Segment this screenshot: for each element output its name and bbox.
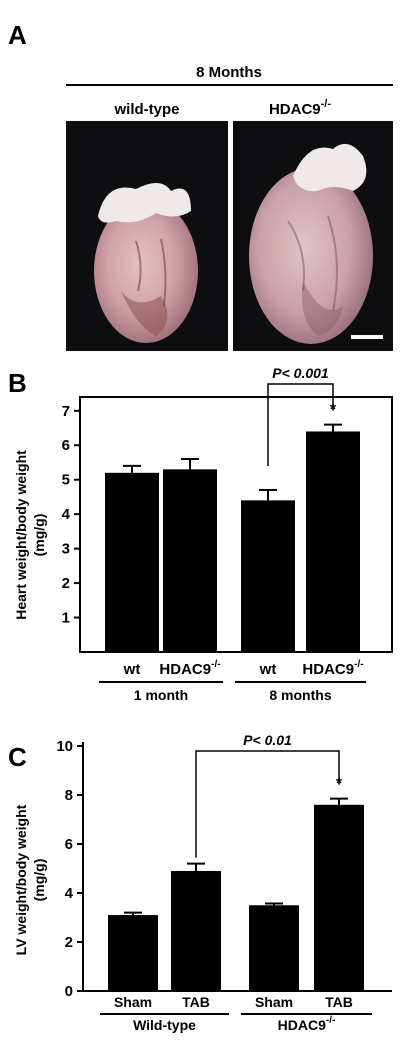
group-label-main: 1 month [134, 687, 188, 700]
x-tick-label: HDAC9-/- [159, 659, 220, 678]
bars [108, 804, 364, 991]
y-axis-ticks: 0 2 4 6 8 10 [56, 738, 83, 1000]
bar [249, 905, 299, 991]
y-tick-label: 2 [65, 934, 73, 951]
x-tick-label-main: HDAC9 [302, 661, 354, 678]
bar [171, 870, 221, 991]
y-axis-ticks: 1 2 3 4 5 6 7 [62, 403, 80, 627]
ventricle-shadow [121, 291, 168, 336]
lv-weight-chart: C LV weight/body weight (mg/g) 0 2 4 6 8 10 S… [8, 732, 392, 1033]
y-tick-label: 5 [62, 472, 70, 489]
ventricle-shadow [302, 281, 343, 336]
ventricle-shape [94, 199, 198, 343]
x-tick-label-main: Sham [255, 994, 293, 1010]
significance-bracket [267, 383, 334, 467]
bars [105, 431, 360, 652]
atria-shape [293, 143, 367, 192]
significance-bracket [195, 750, 340, 858]
group-label-main: 8 months [269, 687, 331, 700]
x-tick-label-main: HDAC9 [159, 661, 211, 678]
significance-label: P< 0.01 [243, 732, 292, 748]
y-tick-label: 6 [62, 437, 70, 454]
significance-annotation: P< 0.01 * [195, 732, 343, 858]
y-tick-label: 4 [62, 506, 71, 523]
group-label-main: Wild-type [133, 1017, 196, 1033]
y-tick-label: 3 [62, 541, 70, 558]
wild-type-heart-image [94, 182, 198, 343]
bar [108, 915, 158, 991]
y-axis-title: LV weight/body weight [13, 804, 29, 955]
hdac9-knockout-heart-image [249, 143, 383, 344]
hdac9-knockout-title: HDAC9-/- [269, 98, 331, 118]
x-tick-label-main: wt [123, 661, 141, 678]
panel-a: A 8 Months wild-type HDAC9-/- [0, 0, 400, 360]
x-tick-label: wt [123, 661, 141, 678]
x-tick-label: HDAC9-/- [302, 659, 363, 678]
y-tick-label: 0 [65, 983, 73, 1000]
group-label-main: HDAC9 [278, 1017, 326, 1033]
x-tick-label: TAB [182, 994, 210, 1010]
bar [314, 804, 364, 991]
group-label: Wild-type [133, 1017, 196, 1033]
panel-a-letter: A [8, 20, 27, 50]
coronary-vessels [135, 238, 167, 307]
group-labels: Wild-type HDAC9-/- [100, 1013, 372, 1033]
x-axis-labels: Sham TAB Sham TAB [114, 994, 353, 1010]
group-labels: 1 month 8 months [99, 681, 366, 700]
y-axis-title: Heart weight/body weight [13, 450, 29, 620]
hdac9-knockout-heart-photo [233, 121, 393, 351]
y-tick-label: 8 [65, 787, 73, 804]
y-tick-label: 4 [65, 885, 74, 902]
timepoint-label: 8 Months [196, 64, 262, 81]
x-tick-label: wt [259, 661, 277, 678]
heart-weight-chart: B Heart weight/body weight (mg/g) 1 2 3 4 5 6… [8, 365, 393, 700]
y-tick-label: 1 [62, 610, 70, 627]
y-tick-label: 6 [65, 836, 73, 853]
bar [241, 500, 295, 652]
x-tick-label: TAB [325, 994, 353, 1010]
y-tick-label: 7 [62, 403, 70, 420]
hdac9-knockout-title-sup: -/- [321, 98, 332, 110]
scale-bar [351, 335, 383, 339]
x-tick-label-main: Sham [114, 994, 152, 1010]
plot-frame [79, 396, 393, 653]
significance-star: * [330, 402, 337, 419]
wild-type-heart-photo [66, 121, 228, 351]
bar [105, 472, 159, 652]
bar [306, 431, 360, 652]
significance-star: * [336, 776, 343, 793]
panel-c-letter: C [8, 742, 27, 772]
significance-annotation: P< 0.001 * [267, 365, 337, 467]
atria-shape [98, 182, 191, 223]
x-tick-label-main: wt [259, 661, 277, 678]
group-label: 1 month [134, 687, 188, 700]
panel-a-svg: A 8 Months wild-type HDAC9-/- [8, 20, 393, 118]
panel-b-letter: B [8, 368, 27, 398]
x-tick-label-sup: -/- [354, 659, 363, 670]
group-label: 8 months [269, 687, 331, 700]
x-tick-label: Sham [114, 994, 152, 1010]
bar [163, 469, 217, 652]
x-tick-label-main: TAB [325, 994, 353, 1010]
y-axis-unit: (mg/g) [31, 859, 47, 902]
error-bars [123, 423, 342, 501]
hdac9-knockout-title-main: HDAC9 [269, 101, 321, 118]
error-bars [124, 797, 348, 916]
x-tick-label-sup: -/- [211, 659, 220, 670]
group-label-sup: -/- [326, 1015, 335, 1026]
x-tick-label: Sham [255, 994, 293, 1010]
x-axis-labels: wt HDAC9-/- wt HDAC9-/- [123, 659, 364, 678]
y-tick-label: 10 [56, 738, 73, 755]
group-label: HDAC9-/- [278, 1015, 336, 1033]
significance-label: P< 0.001 [272, 365, 329, 381]
y-axis-unit: (mg/g) [31, 514, 47, 557]
ventricle-shape [249, 168, 373, 344]
y-tick-label: 2 [62, 575, 70, 592]
x-tick-label-main: TAB [182, 994, 210, 1010]
coronary-vessels [287, 215, 338, 312]
wild-type-title: wild-type [113, 101, 179, 118]
